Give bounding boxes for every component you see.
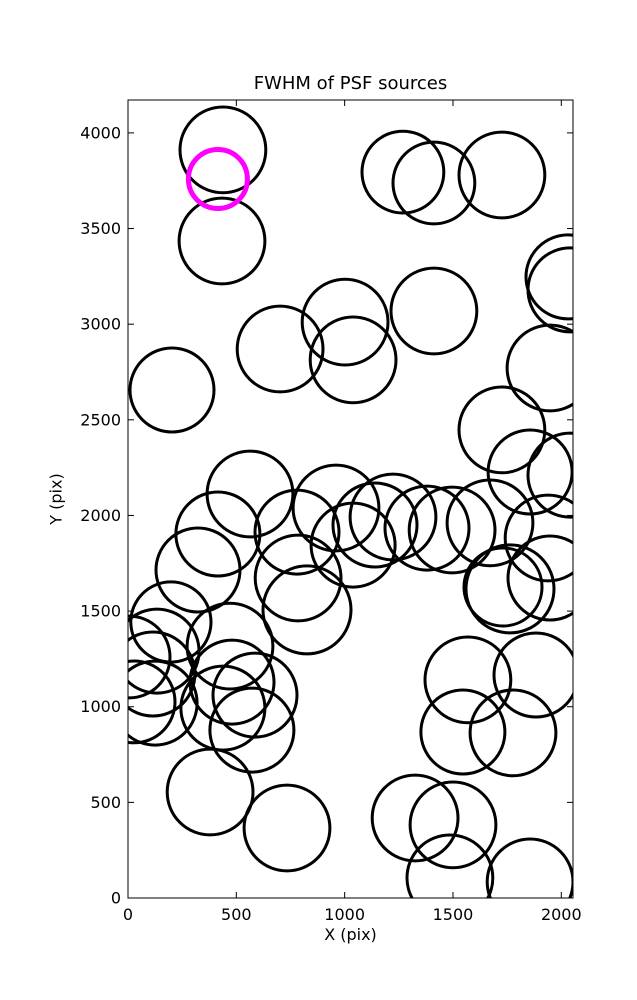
psf-sources-circle <box>370 773 460 863</box>
highlighted-source-circle <box>185 147 250 211</box>
psf-sources-circle <box>185 601 275 691</box>
psf-sources-circle <box>128 659 177 745</box>
psf-sources-circle <box>503 493 573 583</box>
data-layer <box>128 105 573 898</box>
psf-sources-circle <box>526 431 573 519</box>
y-tick-label: 2500 <box>80 410 121 429</box>
psf-sources-circle <box>506 534 573 622</box>
y-axis-label: Y (pix) <box>46 473 66 525</box>
psf-sources-circle <box>154 526 242 614</box>
psf-sources-circle <box>177 196 267 286</box>
psf-sources-circle <box>211 651 299 739</box>
x-tick-label: 1500 <box>433 905 474 924</box>
psf-sources-circle <box>308 315 398 405</box>
psf-sources-circle <box>408 780 498 870</box>
psf-sources-circle <box>462 546 544 628</box>
psf-sources-circle <box>360 129 446 215</box>
psf-sources-circle <box>235 304 325 394</box>
x-axis-label: X (pix) <box>324 925 377 944</box>
psf-sources-circle <box>300 277 390 367</box>
psf-sources-circle <box>524 233 573 321</box>
y-tick-label: 3000 <box>80 315 121 334</box>
psf-sources-circle <box>253 533 343 623</box>
psf-sources-circle <box>165 747 255 837</box>
psf-sources-circle <box>526 246 573 334</box>
axes-spines <box>127 99 574 899</box>
psf-sources-circle <box>445 478 535 568</box>
y-tick-label: 2000 <box>80 506 121 525</box>
y-tick-label: 3500 <box>80 219 121 238</box>
psf-sources-circle <box>242 783 332 873</box>
psf-sources-circle <box>457 130 547 220</box>
x-tick-label: 2000 <box>541 905 582 924</box>
psf-sources-circle <box>178 105 268 195</box>
x-tick-label: 1000 <box>324 905 365 924</box>
psf-sources-circle <box>457 385 547 475</box>
psf-sources-circle <box>505 323 573 413</box>
x-tick-label: 500 <box>221 905 252 924</box>
psf-sources-circle <box>486 428 573 516</box>
psf-sources-circle <box>423 635 513 725</box>
psf-sources-circle <box>389 266 479 356</box>
y-tick-label: 500 <box>90 793 121 812</box>
psf-sources-circle <box>128 607 201 695</box>
psf-sources-circle <box>405 833 495 898</box>
psf-sources-circle <box>383 484 471 572</box>
psf-sources-circle <box>331 481 419 569</box>
y-tick-label: 1500 <box>80 602 121 621</box>
psf-sources-circle <box>419 688 507 776</box>
plot-title: FWHM of PSF sources <box>253 73 448 94</box>
y-tick-label: 1000 <box>80 697 121 716</box>
psf-sources-circle <box>468 688 558 778</box>
psf-sources-circle <box>208 686 296 774</box>
x-tick-label: 0 <box>123 905 133 924</box>
psf-sources-circle <box>492 631 573 719</box>
psf-sources-circle <box>128 614 172 700</box>
psf-sources-circle <box>407 485 497 575</box>
psf-sources-circle <box>128 659 199 747</box>
psf-sources-circle <box>391 140 477 226</box>
psf-sources-circle <box>128 346 216 434</box>
psf-sources-circle <box>291 463 381 553</box>
psf-sources-circle <box>348 472 438 562</box>
y-tick-label: 0 <box>111 889 121 908</box>
psf-sources-circle <box>261 564 353 656</box>
psf-sources-circle <box>128 630 197 718</box>
psf-sources-circle <box>464 543 556 635</box>
y-tick-label: 4000 <box>80 123 121 142</box>
